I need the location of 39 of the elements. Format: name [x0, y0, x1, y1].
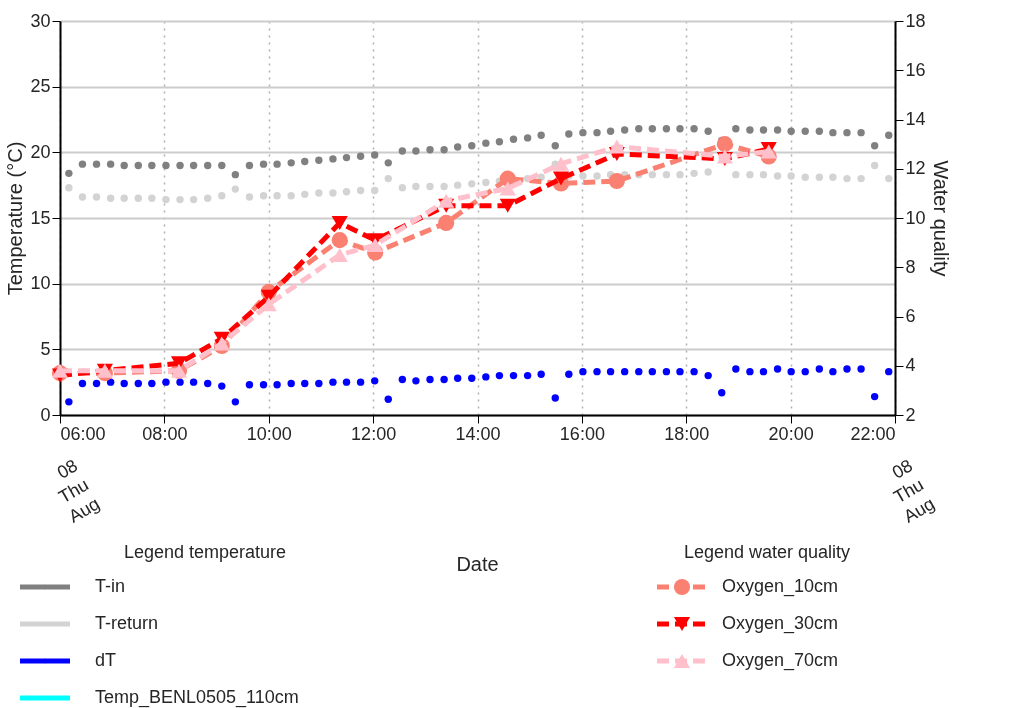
legend-label: Oxygen_70cm: [722, 650, 839, 671]
x-tick-label: 14:00: [455, 423, 501, 444]
y2-tick-label: 2: [905, 404, 916, 425]
text: Legend water quality: [683, 542, 851, 562]
text: 08 Thu Aug: [888, 455, 938, 527]
y2-tick-label: 10: [905, 207, 926, 228]
legend-label: Temp_BENL0505_110cm: [95, 687, 299, 708]
y2-tick-label: 12: [905, 158, 926, 179]
legend-title: Legend temperature: [123, 542, 287, 562]
x-tick-label: 06:00: [60, 423, 106, 444]
x-tick-label: 08:00: [142, 423, 188, 444]
y2-tick-label: 14: [905, 109, 926, 129]
y2-tick-label: 4: [905, 355, 916, 376]
x-tick-label: 10:00: [246, 423, 292, 444]
y-tick-label: 15: [30, 207, 51, 228]
y2-tick-label: 18: [905, 10, 926, 31]
y-tick-label: 30: [30, 10, 51, 31]
x-tick-label: 20:00: [768, 423, 814, 444]
x-tick-label: 16:00: [559, 423, 605, 444]
y-tick-label: 10: [30, 273, 51, 294]
y2-tick-label: 8: [905, 256, 916, 277]
y-tick-label: 20: [30, 141, 51, 162]
legend-label: Oxygen_30cm: [722, 613, 839, 634]
y-axis-title: Temperature (°C): [4, 141, 27, 296]
text: 08 Thu Aug: [53, 455, 103, 527]
legend-label: dT: [95, 650, 117, 670]
x-tick-label: 12:00: [351, 423, 397, 444]
y2-tick-label: 16: [905, 59, 926, 80]
legend-label: T-return: [95, 613, 159, 633]
y-tick-label: 5: [40, 338, 51, 359]
y2-axis-title: Water quality: [929, 160, 952, 277]
y-tick-label: 25: [30, 76, 51, 97]
y-tick-label: 0: [40, 404, 51, 425]
x-tick-label: 22:00: [850, 423, 896, 444]
y2-tick-label: 6: [905, 306, 916, 326]
text: Date: [456, 553, 499, 575]
x-tick-label: 18:00: [664, 423, 710, 444]
legend-label: Oxygen_10cm: [722, 576, 839, 597]
legend-label: T-in: [95, 576, 126, 596]
